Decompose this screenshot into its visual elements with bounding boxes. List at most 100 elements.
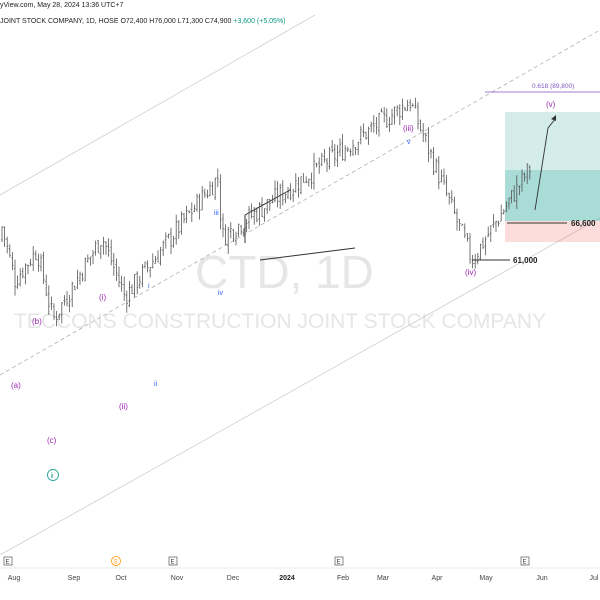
ohlc-bar	[216, 168, 219, 188]
x-tick-nov: Nov	[171, 575, 184, 582]
x-tick-apr: Apr	[432, 575, 444, 582]
earnings-marker-2-label: E	[171, 560, 175, 566]
ohlc-bar	[331, 139, 334, 153]
ohlc-bar	[396, 105, 399, 117]
ohlc-bar	[6, 236, 9, 254]
ohlc-bar	[185, 205, 188, 224]
watermark-company: TECCONS CONSTRUCTION JOINT STOCK COMPANY	[14, 310, 546, 333]
ohlc-bar	[468, 232, 472, 264]
ohlc-bar	[479, 243, 482, 261]
ohlc-bar	[130, 284, 134, 295]
ohlc-bar	[346, 146, 349, 152]
ohlc-bar	[154, 255, 157, 264]
ohlc-bar	[8, 244, 11, 258]
event-markers: E S E E E	[3, 556, 530, 566]
ohlc-bar	[182, 212, 186, 224]
ohlc-bar	[432, 146, 435, 175]
ohlc-bar	[123, 276, 126, 301]
ohlc-bar	[427, 127, 430, 163]
ohlc-bar	[367, 126, 370, 145]
ohlc-bar	[89, 256, 92, 266]
ohlc-bar	[372, 114, 375, 133]
header-symbol-info: JOINT STOCK COMPANY, 1D, HOSE O72,400 H7…	[0, 18, 286, 25]
ohlc-bar	[318, 157, 321, 174]
ohlc-bar	[455, 208, 459, 231]
x-tick-feb: Feb	[337, 575, 349, 582]
earnings-marker-1[interactable]	[3, 556, 13, 566]
ohlc-bar	[138, 275, 141, 289]
ohlc-bar	[500, 204, 503, 222]
fib-level-label: 0.618 (89,800)	[532, 83, 574, 90]
ohlc-bar	[297, 176, 300, 198]
ohlc-bar	[528, 165, 531, 180]
circled-wave-label: ii	[51, 473, 55, 480]
earnings-marker-2[interactable]	[168, 556, 178, 566]
x-axis-ticks: Aug Sep Oct Nov Dec 2024 Feb Mar Apr May Jun Jul	[8, 575, 599, 582]
circled-wave-marker	[47, 469, 59, 481]
ohlc-bar	[120, 275, 123, 292]
level-61000-label: 61,000	[513, 256, 538, 265]
ohlc-bar	[141, 263, 144, 288]
ohlc-bar	[442, 168, 446, 185]
ohlc-bar	[73, 285, 76, 291]
ohlc-bar	[250, 203, 253, 219]
ohlc-bar	[13, 259, 17, 296]
ohlc-bar	[3, 226, 6, 247]
wave-label-v: (v)	[546, 100, 556, 109]
ohlc-bar	[195, 193, 199, 212]
ohlc-bar	[37, 253, 40, 272]
ohlc-bar	[245, 219, 248, 233]
ohlc-bar	[489, 225, 492, 242]
ohlc-bar	[76, 269, 79, 290]
ohlc-bar	[450, 190, 453, 204]
ohlc-values: O72,400 H76,000 L71,300 C74,900	[120, 18, 232, 25]
ohlc-bar	[424, 132, 427, 143]
earnings-marker-3[interactable]	[334, 556, 344, 566]
ohlc-bar	[24, 263, 27, 285]
target-zone	[505, 112, 600, 221]
earnings-marker-4[interactable]	[520, 556, 530, 566]
ohlc-bar	[487, 226, 490, 238]
ohlc-bar	[94, 240, 97, 256]
ohlc-bar	[29, 258, 32, 267]
ohlc-bar	[273, 180, 277, 203]
split-marker[interactable]	[111, 556, 121, 566]
ohlc-bar	[39, 253, 43, 272]
ohlc-bar	[164, 232, 167, 249]
earnings-marker-3-label: E	[337, 560, 341, 566]
ohlc-bar	[302, 173, 305, 183]
ohlc-bar	[104, 241, 108, 255]
x-tick-aug: Aug	[8, 575, 21, 582]
earnings-marker-4-label: E	[523, 560, 527, 566]
ohlc-bar	[55, 310, 58, 327]
ohlc-bar	[180, 211, 183, 235]
ohlc-bar	[513, 185, 516, 202]
ohlc-bar	[224, 224, 227, 246]
ohlc-bar	[175, 214, 178, 245]
channel-median-line	[0, 29, 600, 376]
ohlc-bar	[247, 205, 251, 230]
header-source: yView.com, May 28, 2024 13:36 UTC+7	[0, 2, 124, 9]
subwave-label-iii: iii	[214, 210, 219, 217]
ohlc-bar	[416, 102, 420, 130]
ohlc-bar	[52, 303, 56, 320]
ohlc-bar	[177, 220, 180, 239]
ohlc-bar	[221, 213, 225, 238]
ohlc-bar	[341, 133, 344, 161]
ohlc-bar	[294, 173, 297, 193]
ohlc-bar	[305, 176, 308, 184]
ohlc-bar	[167, 233, 170, 239]
ohlc-bar	[448, 192, 451, 205]
symbol-name: JOINT STOCK COMPANY, 1D, HOSE	[0, 18, 119, 25]
ohlc-bars	[0, 97, 531, 327]
ohlc-bar	[232, 228, 235, 242]
ohlc-bar	[463, 223, 466, 239]
ohlc-bar	[253, 206, 256, 225]
ohlc-bar	[266, 199, 269, 215]
projection-arrow-head	[551, 115, 556, 121]
ohlc-bar	[172, 235, 175, 248]
ohlc-bar	[453, 196, 456, 214]
wave-label-iii: (iii)	[403, 124, 414, 133]
ohlc-bar	[414, 97, 417, 109]
